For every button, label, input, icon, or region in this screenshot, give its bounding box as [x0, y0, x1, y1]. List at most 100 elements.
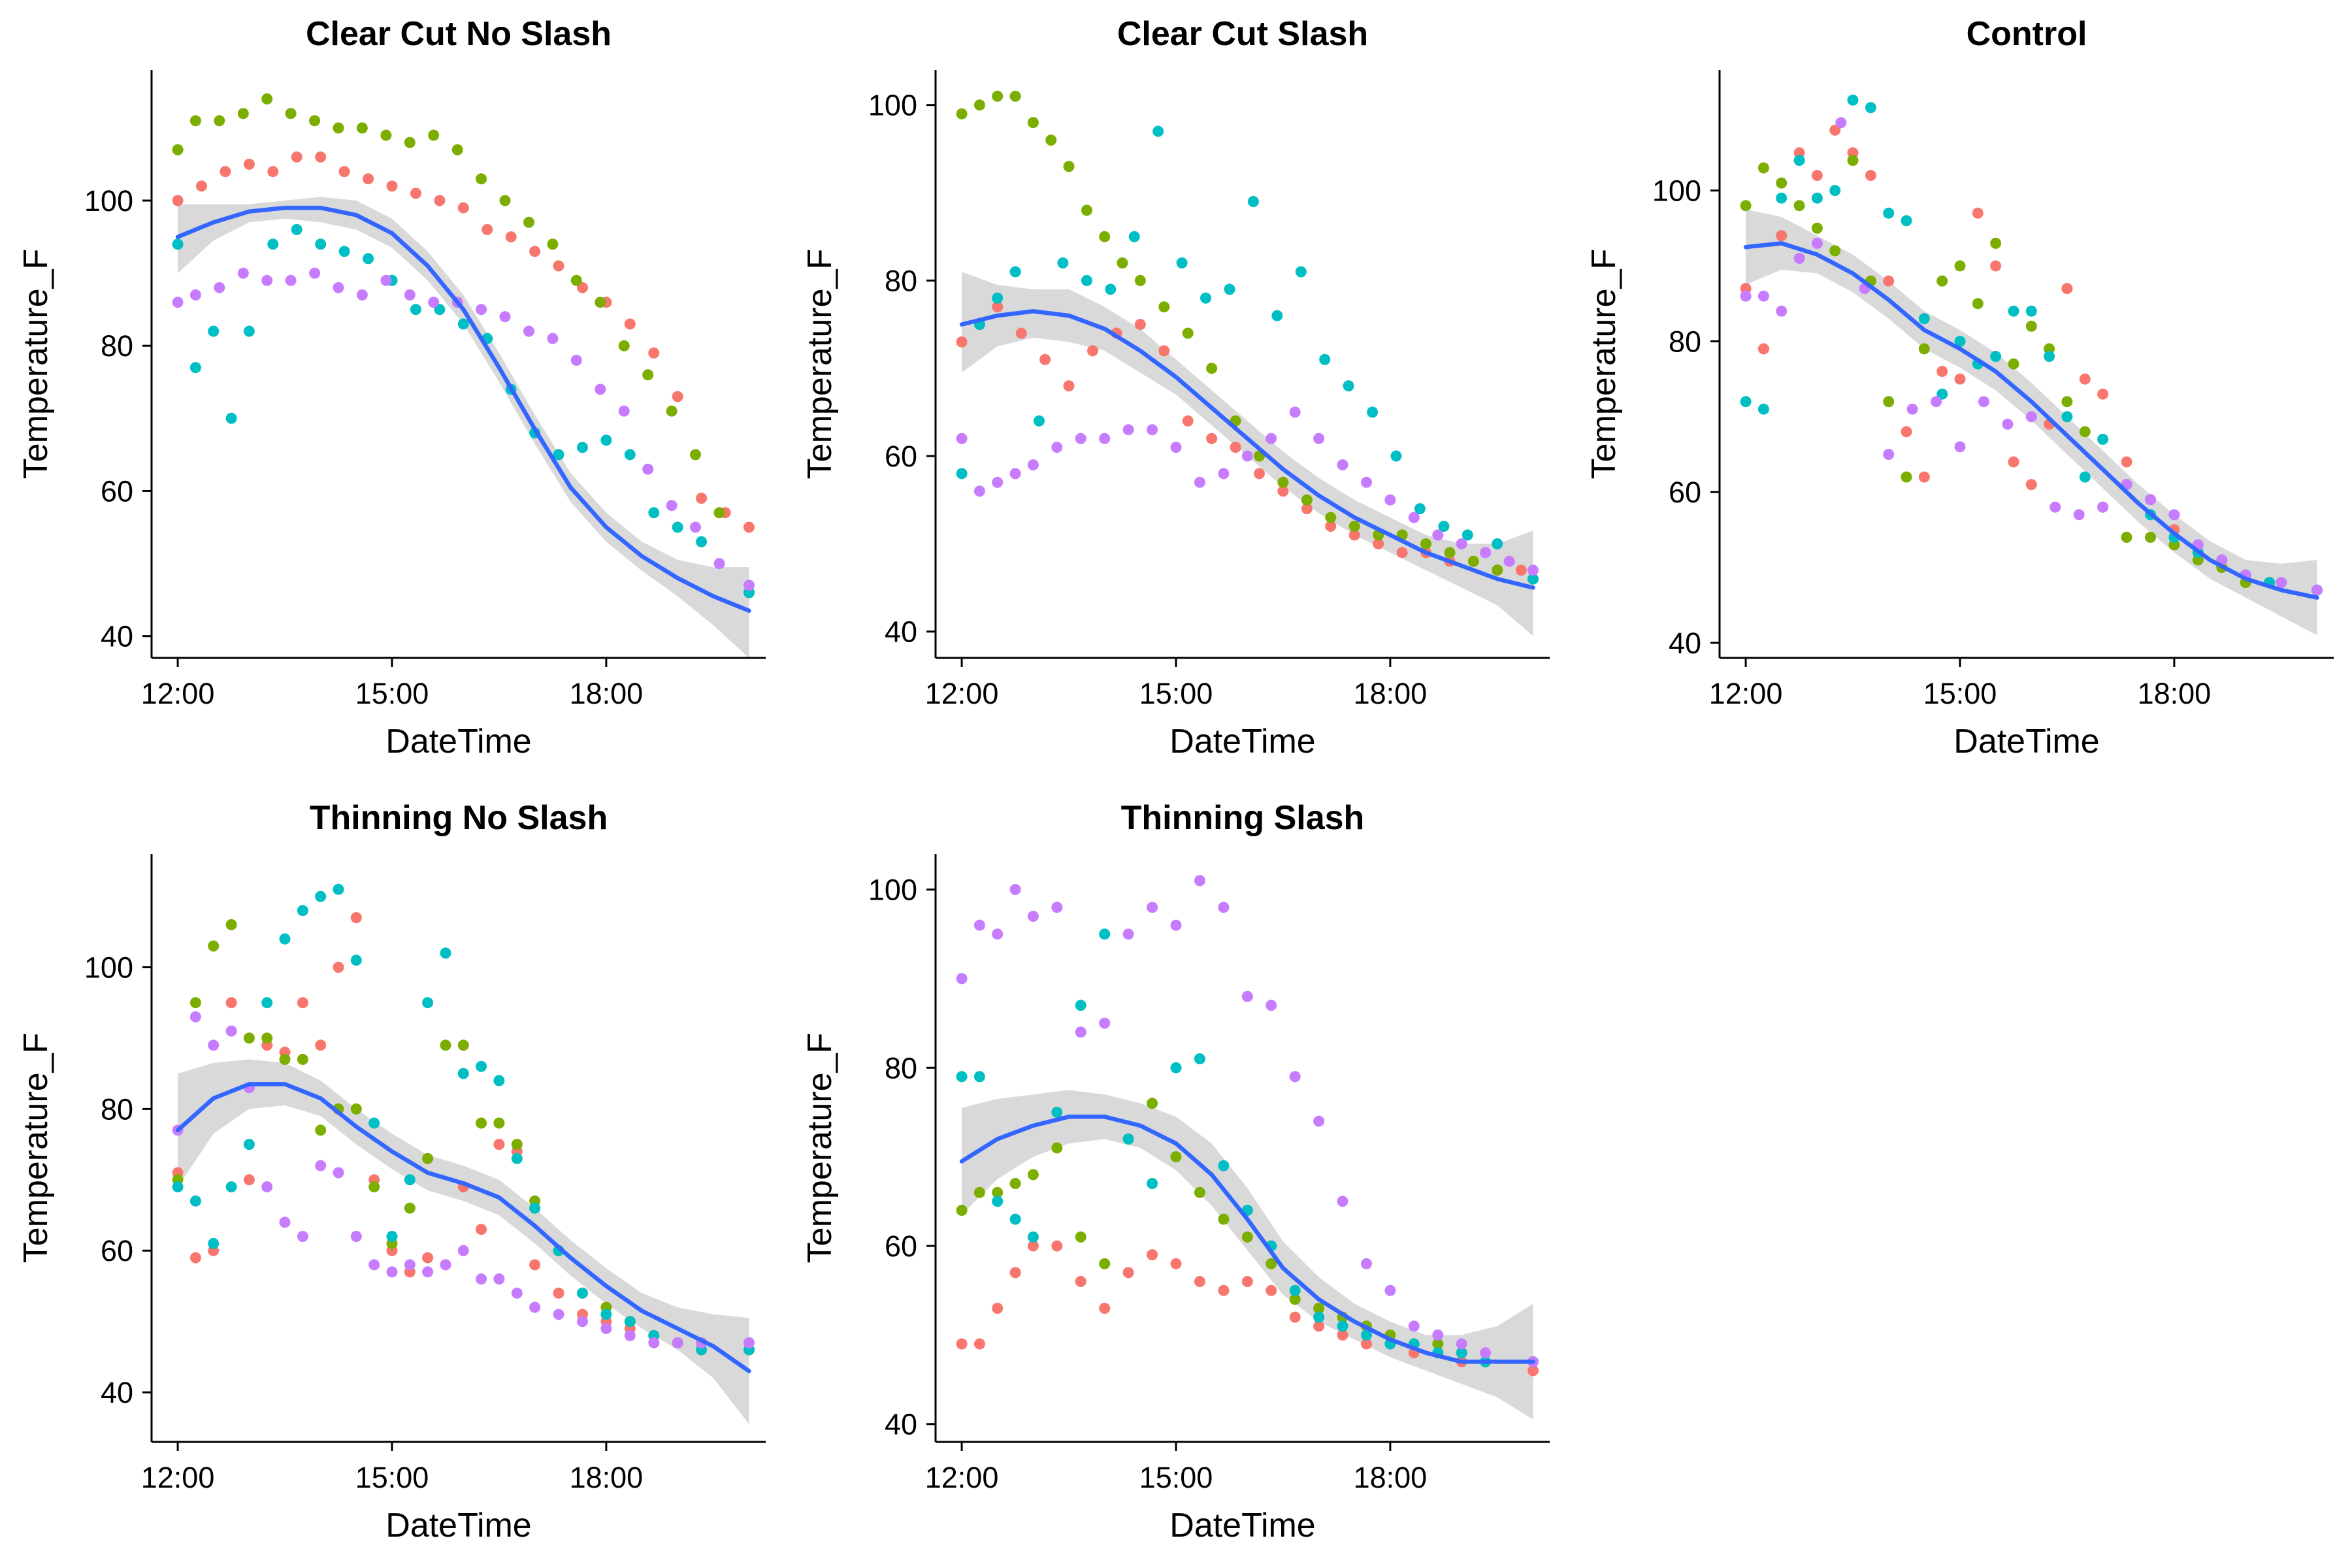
data-point: [363, 253, 374, 265]
data-point: [1081, 274, 1092, 286]
data-point: [973, 919, 985, 931]
data-point: [553, 1287, 564, 1299]
data-point: [1883, 449, 1895, 460]
data-point: [172, 1181, 184, 1193]
data-point: [1444, 547, 1456, 559]
data-point: [333, 1167, 344, 1179]
data-point: [1266, 433, 1277, 444]
data-point: [1170, 1151, 1182, 1163]
y-tick-label: 100: [868, 874, 917, 907]
data-point: [2008, 305, 2019, 317]
data-point: [1883, 207, 1895, 219]
data-point: [1099, 928, 1111, 940]
data-point: [1793, 200, 1805, 212]
data-point: [1384, 1284, 1396, 1296]
data-point: [261, 274, 273, 286]
data-point: [338, 166, 350, 178]
y-tick-label: 40: [1669, 627, 1701, 660]
data-point: [350, 912, 362, 924]
data-point: [1456, 1347, 1467, 1359]
data-point: [297, 905, 308, 917]
data-point: [1361, 1329, 1372, 1341]
data-point: [973, 1071, 985, 1083]
data-point: [368, 1181, 380, 1193]
data-point: [1515, 564, 1527, 576]
data-point: [434, 195, 446, 206]
data-point: [1027, 459, 1039, 470]
data-point: [315, 1160, 327, 1171]
data-point: [1147, 1178, 1158, 1189]
panel-title: Clear Cut No Slash: [306, 15, 612, 53]
data-point: [956, 468, 968, 480]
data-point: [309, 267, 321, 279]
x-tick-label: 12:00: [925, 1461, 999, 1494]
panel-3: 12:00 15:00 18:00 40 60 80 100 Control DateTime T…: [1585, 15, 2334, 760]
data-point: [189, 289, 201, 301]
data-point: [386, 180, 398, 192]
data-point: [1348, 529, 1360, 541]
data-point: [1313, 1311, 1325, 1323]
data-point: [696, 493, 708, 504]
panel-1: 12:00 15:00 18:00 40 60 80 100 Clear Cut No Sla…: [17, 15, 766, 760]
data-point: [1134, 319, 1146, 331]
data-point: [1105, 284, 1117, 295]
smooth-line: [959, 1115, 1535, 1364]
data-point: [189, 362, 201, 374]
data-point: [1122, 928, 1134, 940]
data-point: [1337, 1196, 1348, 1207]
data-point: [1313, 1115, 1325, 1127]
data-point: [1206, 363, 1218, 374]
data-point: [1757, 290, 1769, 302]
data-point: [1009, 1267, 1021, 1279]
data-point: [595, 297, 606, 308]
data-point: [422, 1266, 434, 1278]
data-point: [476, 1273, 487, 1285]
data-point: [1158, 301, 1170, 313]
data-point: [1057, 257, 1069, 269]
data-point: [457, 318, 469, 330]
data-point: [2121, 531, 2132, 543]
data-point: [1313, 433, 1325, 444]
data-point: [1015, 327, 1027, 339]
data-point: [297, 997, 308, 1009]
data-point: [291, 151, 302, 163]
x-tick-label: 18:00: [1354, 677, 1428, 710]
data-point: [363, 173, 374, 185]
data-point: [1051, 902, 1063, 913]
data-point: [214, 115, 225, 127]
data-point: [713, 507, 725, 519]
data-point: [225, 1181, 237, 1193]
data-point: [624, 449, 636, 461]
data-point: [511, 1152, 523, 1164]
data-point: [1408, 1320, 1420, 1332]
data-point: [428, 297, 440, 308]
data-point: [956, 1071, 968, 1083]
data-point: [1432, 1329, 1444, 1341]
data-point: [1835, 117, 1847, 129]
data-point: [333, 883, 344, 895]
data-point: [451, 144, 463, 155]
data-point: [1319, 353, 1331, 365]
data-point: [225, 1025, 237, 1037]
data-point: [2079, 373, 2091, 385]
data-point: [992, 90, 1004, 102]
data-point: [1241, 990, 1253, 1002]
panel-5: 12:00 15:00 18:00 40 60 80 100 Thinning Slash Da…: [801, 799, 1550, 1544]
panel-title: Control: [1967, 15, 2087, 53]
data-point: [1462, 529, 1473, 541]
data-point: [1027, 911, 1039, 922]
series-2: [172, 919, 755, 1356]
data-point: [1990, 351, 2002, 362]
data-point: [577, 442, 588, 453]
data-point: [1776, 230, 1788, 242]
data-point: [1147, 424, 1158, 436]
data-point: [1027, 1240, 1039, 1252]
data-point: [529, 1259, 541, 1271]
data-point: [956, 433, 968, 444]
data-point: [499, 311, 511, 323]
data-point: [1200, 292, 1211, 304]
data-point: [1456, 1338, 1467, 1350]
data-point: [356, 122, 368, 134]
panel-title: Thinning No Slash: [310, 799, 608, 837]
data-point: [440, 1259, 451, 1271]
